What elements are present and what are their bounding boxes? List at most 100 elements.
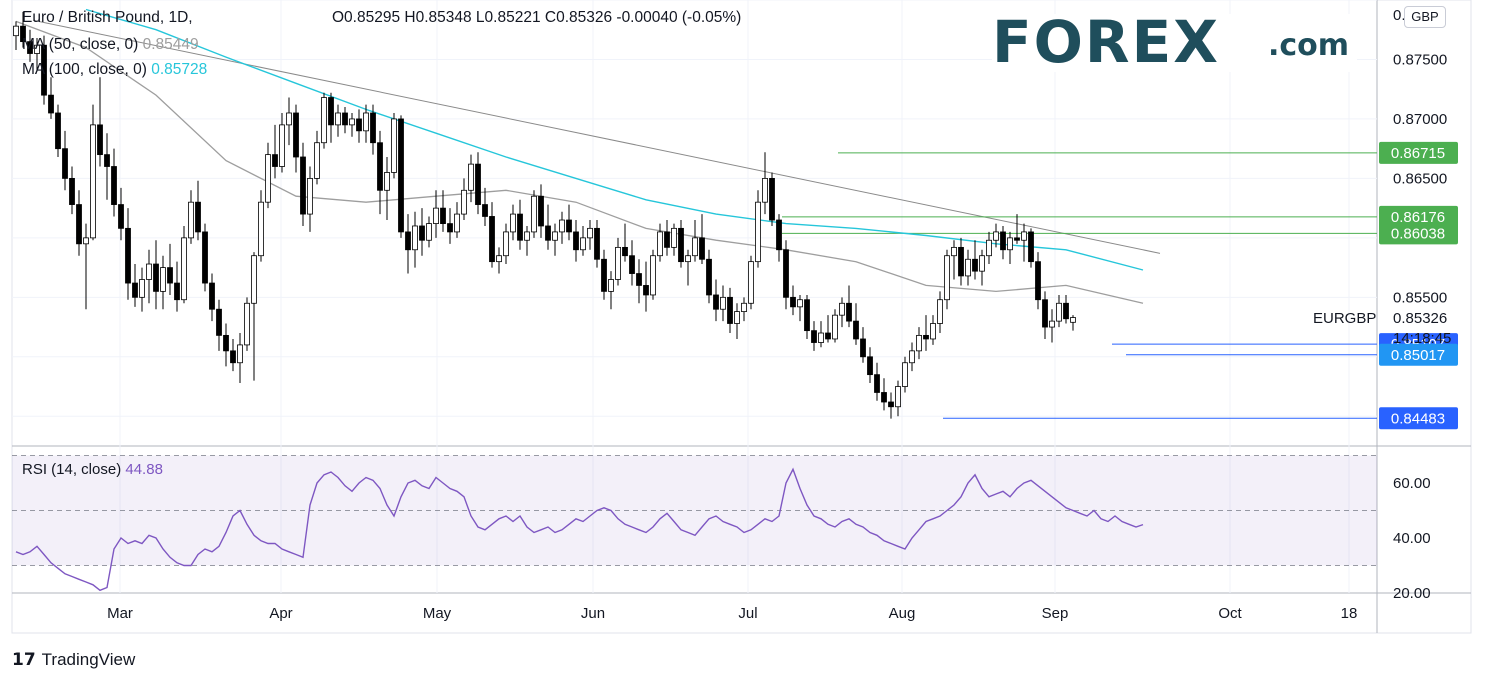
candle [426,223,432,241]
candle [769,177,775,221]
candle [160,267,166,292]
support-price-label: 0.85017 [1391,347,1445,364]
candle [223,334,229,352]
resistance-price-tag [1379,222,1458,245]
candle [797,299,803,308]
candle [167,267,173,284]
candle [272,154,278,167]
price-tick-label: 0.85500 [1393,289,1447,306]
ma100-value: 0.85728 [151,61,208,78]
candle [55,112,61,150]
last-price-label: 0.85326 [1393,310,1447,327]
candle [1000,231,1006,251]
candle [895,386,901,408]
candle [69,177,75,205]
candle [412,225,418,251]
candle [307,177,313,215]
candle [349,118,355,126]
candle [97,124,103,156]
candle [300,156,306,215]
ma50-value: 0.85449 [142,36,199,53]
tradingview-branding[interactable]: 17 TradingView [12,650,135,670]
logo-word: FOREX [992,8,1220,76]
candle [790,296,796,308]
rsi-tick-label: 20.00 [1393,585,1431,602]
candle [944,255,950,301]
time-tick-label: May [423,605,452,622]
candle [118,204,124,229]
rsi-tick-label: 60.00 [1393,475,1431,492]
candle [783,249,789,298]
candle [643,285,649,296]
candle [804,299,810,332]
candle [545,225,551,241]
candle [27,41,33,54]
candle [685,255,691,263]
candle [1049,320,1055,328]
candle [566,219,572,233]
candle [678,227,684,263]
candle [692,237,698,257]
candle [328,97,334,126]
candle [496,255,502,263]
candle [965,258,971,277]
chart-frame [11,0,1472,634]
candle [622,246,628,257]
candle [146,263,152,280]
candle [825,332,831,340]
candle [699,237,705,260]
candle [188,201,194,239]
candle [755,201,761,263]
candle [524,231,530,241]
candle [1007,237,1013,251]
candle [482,204,488,217]
candle [258,201,264,257]
logo-suffix: .com [1268,28,1350,63]
candle [713,294,719,310]
symbol-label: EURGBP [1313,310,1376,327]
candle [321,97,327,144]
candle [244,302,250,346]
ma100-legend[interactable]: MA (100, close, 0) 0.85728 [22,61,207,79]
candle [734,311,740,324]
resistance-price-label: 0.86038 [1391,225,1445,242]
candle [559,219,565,233]
candle [601,258,607,292]
candle [41,44,47,96]
time-tick-label: Jun [581,605,605,622]
tradingview-label: TradingView [41,650,136,669]
candle [342,112,348,126]
candle [398,118,404,233]
candle [20,25,26,43]
candle [475,163,481,205]
candle [377,142,383,191]
candle [503,231,509,257]
candle [937,299,943,324]
candle [286,112,292,126]
candle [468,163,474,191]
time-tick-label: Aug [889,605,916,622]
downtrend-line [32,19,1161,254]
candle [986,239,992,257]
candle [251,255,257,304]
currency-badge[interactable]: GBP [1404,6,1446,28]
candle [13,25,19,37]
candle [993,231,999,241]
support-price-tag [1379,343,1458,366]
candle [741,302,747,313]
candle [853,320,859,340]
candle [727,296,733,324]
ma50-legend[interactable]: MA (50, close, 0) 0.85449 [22,36,199,54]
resistance-price-label: 0.86715 [1391,145,1445,162]
candle [832,314,838,340]
rsi-legend-label: RSI (14, close) 44.88 [22,461,163,478]
candle [447,223,453,233]
rsi-legend-value: 44.88 [125,461,163,478]
candle [552,231,558,241]
candle [216,308,222,336]
candle [1021,231,1027,241]
candle [1028,231,1034,263]
candle [902,362,908,387]
time-tick-label: Apr [269,605,292,622]
